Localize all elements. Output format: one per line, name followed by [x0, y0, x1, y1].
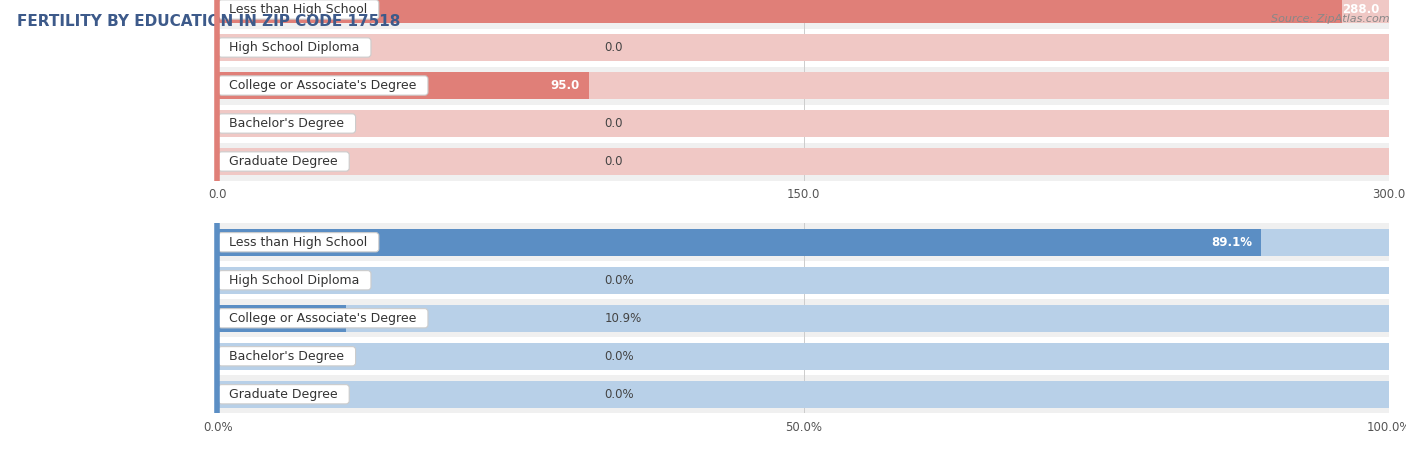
- Bar: [218, 342, 1389, 370]
- Text: Less than High School: Less than High School: [221, 3, 375, 16]
- Bar: [218, 304, 346, 332]
- Text: Graduate Degree: Graduate Degree: [221, 155, 346, 168]
- Text: Bachelor's Degree: Bachelor's Degree: [221, 350, 353, 363]
- Bar: [218, 304, 1389, 332]
- Bar: [218, 375, 1389, 413]
- Text: College or Associate's Degree: College or Associate's Degree: [221, 79, 425, 92]
- Bar: [218, 72, 589, 99]
- Text: 0.0%: 0.0%: [605, 388, 634, 401]
- Text: College or Associate's Degree: College or Associate's Degree: [221, 312, 425, 325]
- Text: Bachelor's Degree: Bachelor's Degree: [221, 117, 353, 130]
- Text: High School Diploma: High School Diploma: [221, 41, 368, 54]
- Bar: [218, 261, 1389, 299]
- Bar: [218, 380, 1389, 408]
- Bar: [218, 299, 1389, 337]
- Bar: [218, 228, 1389, 256]
- Text: High School Diploma: High School Diploma: [221, 274, 368, 287]
- Text: FERTILITY BY EDUCATION IN ZIP CODE 17518: FERTILITY BY EDUCATION IN ZIP CODE 17518: [17, 14, 401, 29]
- Text: 0.0%: 0.0%: [605, 274, 634, 287]
- Bar: [218, 228, 1261, 256]
- Text: 10.9%: 10.9%: [605, 312, 641, 325]
- Text: Less than High School: Less than High School: [221, 236, 375, 249]
- Bar: [218, 34, 1389, 61]
- Bar: [218, 142, 1389, 180]
- Text: 95.0: 95.0: [550, 79, 579, 92]
- Text: 288.0: 288.0: [1343, 3, 1379, 16]
- Bar: [218, 0, 1389, 28]
- Bar: [218, 223, 1389, 261]
- Text: 0.0: 0.0: [605, 41, 623, 54]
- Text: 0.0: 0.0: [605, 117, 623, 130]
- Bar: [218, 28, 1389, 66]
- Bar: [218, 104, 1389, 142]
- Bar: [218, 72, 1389, 99]
- Bar: [218, 110, 1389, 137]
- Text: Graduate Degree: Graduate Degree: [221, 388, 346, 401]
- Text: 0.0: 0.0: [605, 155, 623, 168]
- Bar: [218, 148, 1389, 175]
- Bar: [218, 337, 1389, 375]
- Bar: [218, 0, 1389, 23]
- Text: 89.1%: 89.1%: [1211, 236, 1253, 249]
- Text: 0.0%: 0.0%: [605, 350, 634, 363]
- Bar: [218, 266, 1389, 294]
- Text: Source: ZipAtlas.com: Source: ZipAtlas.com: [1271, 14, 1389, 24]
- Bar: [218, 0, 1343, 23]
- Bar: [218, 66, 1389, 104]
